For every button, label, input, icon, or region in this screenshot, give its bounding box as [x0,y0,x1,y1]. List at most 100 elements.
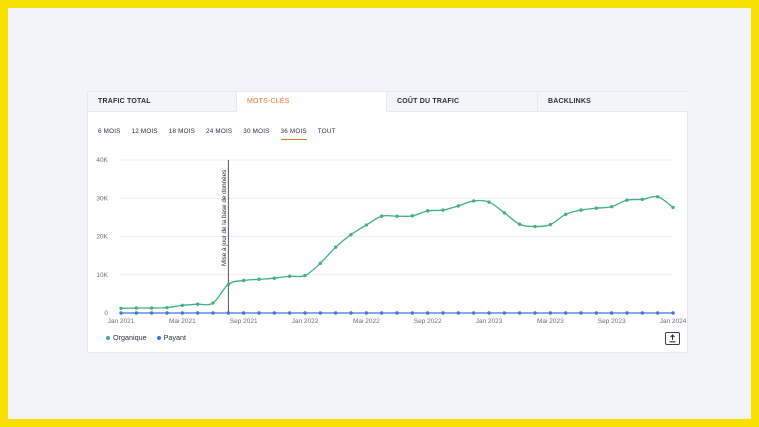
data-point-organique [379,214,384,218]
data-point-organique [395,214,399,218]
data-point-organique [333,245,338,249]
x-tick-label: Mai 2021 [169,318,196,325]
data-point-organique [594,206,599,210]
data-point-organique [548,222,553,227]
data-point-payant [487,311,491,315]
tab-trafic-total[interactable]: TRAFIC TOTAL [88,92,237,112]
x-tick-label: Sep 2022 [414,318,442,325]
tab-mots-cles[interactable]: MOTS-CLÉS [237,92,387,112]
legend-organique-dot [106,335,110,340]
data-point-payant [226,311,231,315]
data-point-payant [349,311,353,315]
period-30-mois[interactable]: 30 MOIS [243,128,270,135]
data-point-organique [165,305,169,310]
data-point-payant [456,311,461,315]
data-point-payant [257,311,261,315]
data-point-organique [502,211,507,215]
data-point-organique [364,223,369,227]
period-12-mois[interactable]: 12 MOIS [131,128,158,135]
data-point-payant [502,311,507,315]
data-point-organique [533,224,537,229]
data-point-organique [441,208,445,212]
data-point-payant [579,311,583,315]
data-point-payant [272,311,277,315]
data-point-payant [134,311,139,315]
data-point-organique [149,306,154,310]
y-tick-label: 10K [96,272,108,279]
data-point-organique [609,204,614,209]
data-point-organique [410,214,415,218]
period-selector: 6 MOIS 12 MOIS 18 MOIS 24 MOIS 30 MOIS 3… [98,128,336,140]
x-tick-label: Jan 2021 [108,318,135,325]
data-point-payant [671,311,675,315]
data-point-organique [241,278,246,283]
data-point-payant [640,311,645,315]
traffic-card: TRAFIC TOTAL MOTS-CLÉS COÛT DU TRAFIC BA… [87,91,689,353]
x-tick-label: Jan 2024 [660,318,687,325]
keywords-line-chart: 0 10K 20K 30K 40K Jan 2021 Mai 2021 Sep 2021 Jan… [96,157,687,325]
data-point-organique [517,222,522,226]
data-point-organique [272,276,277,280]
data-point-payant [180,311,185,315]
data-point-payant [149,311,154,315]
legend-organique[interactable]: Organique [106,333,147,342]
chart-legend: Organique Payant [106,333,186,342]
annotation-label: Mise à jour de la base de données [221,170,228,266]
series-line-organique [120,195,674,310]
data-point-organique [119,306,123,311]
data-point-organique [579,208,583,212]
x-tick-label: Mai 2022 [353,318,380,325]
data-point-payant [211,311,215,315]
data-point-payant [395,311,399,315]
data-point-payant [533,311,537,315]
metric-tabs: TRAFIC TOTAL MOTS-CLÉS COÛT DU TRAFIC BA… [88,92,689,112]
period-tout[interactable]: TOUT [317,128,336,135]
data-point-payant [563,311,568,315]
data-point-payant [548,311,553,315]
data-point-payant [195,311,200,315]
data-point-organique [487,200,491,204]
data-point-payant [441,311,445,315]
data-point-organique [195,302,200,306]
y-tick-label: 0 [104,310,108,317]
y-tick-label: 20K [96,234,108,241]
data-point-organique [625,198,629,202]
data-point-payant [655,311,660,315]
legend-payant[interactable]: Payant [156,333,186,342]
data-point-organique [640,197,645,202]
data-point-organique [226,282,231,287]
data-point-payant [303,311,307,315]
data-point-payant [517,311,522,315]
page-background: TRAFIC TOTAL MOTS-CLÉS COÛT DU TRAFIC BA… [8,8,751,419]
y-tick-label: 40K [96,157,108,164]
data-point-organique [303,273,307,278]
data-point-payant [594,311,599,315]
period-24-mois[interactable]: 24 MOIS [206,128,233,135]
legend-payant-label: Payant [163,333,186,342]
export-button[interactable] [665,332,680,345]
data-point-organique [563,212,568,217]
data-point-payant [364,311,369,315]
tab-cout-du-trafic[interactable]: COÛT DU TRAFIC [387,92,538,112]
data-point-organique [257,277,261,282]
data-point-payant [241,311,246,315]
data-point-organique [349,232,353,237]
export-icon [669,334,676,343]
data-point-payant [318,311,323,315]
period-6-mois[interactable]: 6 MOIS [98,128,121,135]
x-tick-label: Sep 2021 [230,318,258,325]
legend-organique-label: Organique [113,333,147,342]
data-point-organique [134,306,139,310]
y-tick-label: 30K [96,195,108,202]
x-tick-label: Mai 2023 [537,318,564,325]
legend-payant-dot [156,335,161,340]
tab-backlinks[interactable]: BACKLINKS [538,92,689,112]
data-point-organique [287,274,292,278]
data-point-organique [655,195,660,199]
period-36-mois[interactable]: 36 MOIS [280,128,307,140]
data-point-payant [119,311,123,315]
data-point-organique [211,301,215,305]
period-18-mois[interactable]: 18 MOIS [168,128,196,135]
data-point-payant [165,311,169,315]
x-tick-label: Sep 2023 [598,318,626,325]
